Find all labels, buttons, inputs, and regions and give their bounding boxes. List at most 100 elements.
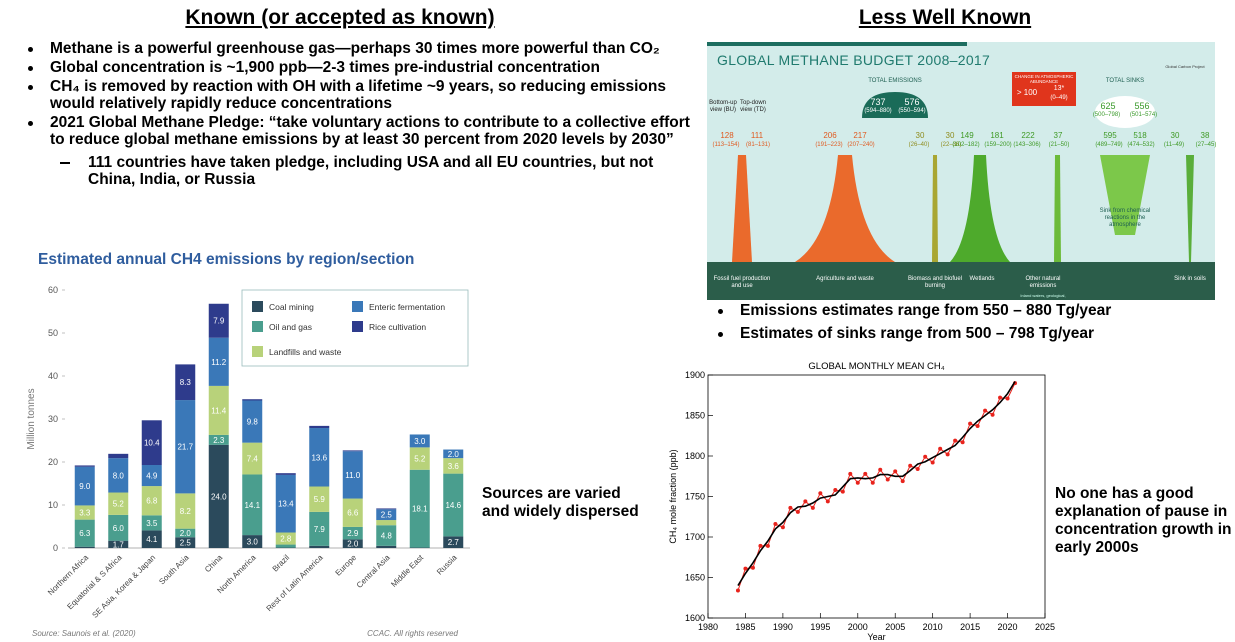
source-td-range: (159–200) [984,142,1012,148]
line [737,382,1016,591]
bullet-list: Methane is a powerful greenhouse gas—per… [22,40,692,190]
chart-title: Estimated annual CH4 emissions by region… [38,251,414,268]
x-tick-label: 1990 [773,622,793,632]
bar-segment [342,451,363,499]
bar-segment [443,536,464,548]
source-td: 518 [1133,131,1147,140]
value-label: 3.0 [247,538,259,547]
y-tick-label: 1700 [685,532,705,542]
note: No one has a good explanation of pause i… [1055,485,1232,556]
bar-segment [208,303,229,338]
emissions-dome [862,92,928,118]
line [737,381,1016,587]
legend-swatch [252,346,263,357]
legend-swatch [252,301,263,312]
sinks-bu-range: (500–798) [1092,112,1121,118]
bullet: Emissions estimates range from 550 – 880… [712,302,1212,319]
x-tick-label: Rest of Latin America [265,553,326,614]
plume [1186,155,1194,262]
value-label: 2.0 [347,540,359,549]
plume [1100,155,1150,235]
plume [1054,155,1061,262]
bar-segment [309,425,330,429]
y-axis-label: Million tonnes [26,388,37,449]
source-bu: 206 [823,131,837,140]
source-name: Biomass and biofuel burning [907,276,963,289]
bar-segment [74,465,95,467]
point [990,412,995,417]
bar-segment [275,532,296,545]
bar-segment [208,337,229,386]
point [818,491,823,496]
bar-segment [309,486,330,512]
source-bu-range: (143–306) [1013,142,1041,148]
value-label: 9.8 [247,418,259,427]
value-label: 2.8 [280,535,292,544]
source-bu: 595 [1103,131,1117,140]
value-label: 3.5 [146,519,158,528]
bar-segment [409,469,430,548]
bar-segment [443,449,464,459]
change-td-range: (0–49) [1050,95,1068,101]
x-tick-label: Russia [435,553,459,577]
source-bu-range: (489–749) [1095,142,1123,148]
point [975,424,980,429]
x-tick-label: China [203,553,225,575]
bullet: Estimates of sinks range from 500 – 798 … [712,325,1212,342]
legend-label: Landfills and waste [269,347,342,357]
bar-segment [376,520,397,526]
bullet: 2021 Global Methane Pledge: “take volunt… [22,114,692,148]
point [930,460,935,465]
point [938,446,943,451]
bar-segment [141,515,162,531]
point [765,543,770,548]
note: Sources are varied and widely dispersed [482,485,639,520]
bar-segment [309,428,330,487]
value-label: 8.2 [180,507,192,516]
value-label: 5.9 [314,495,326,504]
value-label: 7.4 [247,455,259,464]
source-td-range: (21–50) [1048,142,1070,148]
point [1005,396,1010,401]
source-bu: 222 [1021,131,1035,140]
plume [732,155,752,262]
point [780,525,785,530]
source-td: 37 [1053,131,1063,140]
value-label: 8.3 [180,378,192,387]
bar-segment [376,508,397,510]
x-tick-label: 2005 [885,622,905,632]
sinks-cloud [1095,96,1155,128]
bar-segment [175,400,196,494]
source: Source: Saunois et al. (2020) [32,629,136,638]
x-tick-label: Brazil [271,553,292,574]
x-tick-label: 2010 [923,622,943,632]
value-label: 2.5 [180,539,192,548]
sinks-label: TOTAL SINKS [1105,78,1145,84]
point [773,522,778,527]
value-label: 13.4 [278,500,294,509]
x-tick-label: Central Asia [355,553,392,590]
x-tick-label: 1985 [735,622,755,632]
source-bu-range: (26–40) [908,142,930,148]
value-label: 4.9 [146,472,158,481]
source-td-range: (22–36) [940,142,962,148]
point [870,480,875,485]
bar-segment [275,544,296,548]
budget-topbar [707,42,967,46]
bar-segment [376,509,397,521]
point [810,505,815,510]
x-tick-label: South Asia [157,553,191,587]
value-label: 2.0 [180,529,192,538]
value-label: 3.0 [414,437,426,446]
sub-bullet: 111 countries have taken pledge, includi… [22,154,692,188]
y-tick-label: 1800 [685,451,705,461]
bullet: Methane is a powerful greenhouse gas—per… [22,40,692,57]
value-label: 6.6 [347,509,359,518]
legend-label: Enteric fermentation [369,302,445,312]
y-axis-label: CH₄ mole fraction (ppb) [668,449,678,543]
x-tick-label: Europe [334,553,359,578]
bar-segment [175,493,196,529]
change-label: CHANGE IN ATMOSPHERIC ABUNDANCE [1014,74,1074,84]
